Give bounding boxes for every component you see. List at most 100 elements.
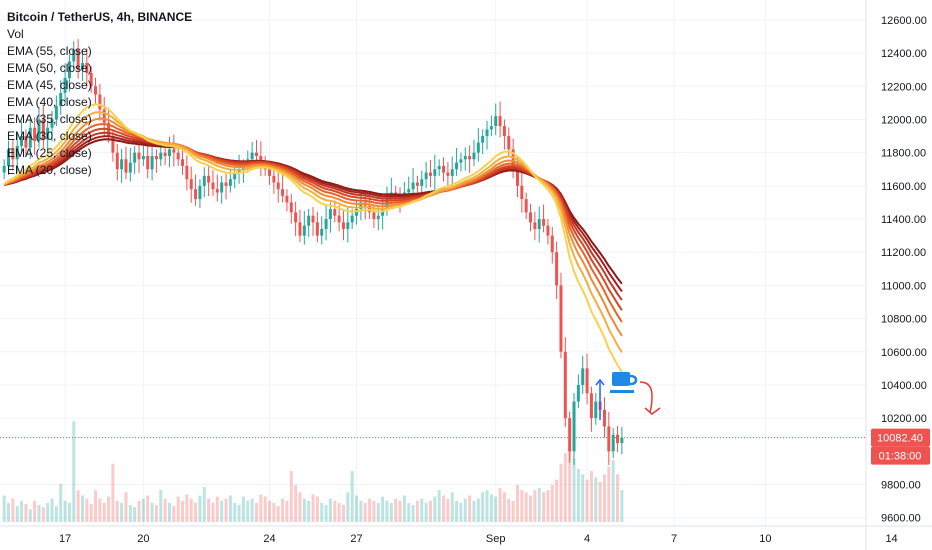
ema-30-line — [3, 117, 623, 337]
volume-bar — [455, 500, 459, 522]
legend-ema-20[interactable]: EMA (20, close) — [7, 163, 92, 177]
last-price-label: 10082.40 — [877, 433, 923, 445]
candle-body — [481, 136, 485, 143]
volume-bar — [372, 500, 376, 522]
legend-ema-40[interactable]: EMA (40, close) — [7, 95, 92, 109]
candle-body — [120, 159, 124, 170]
volume-bar — [602, 474, 606, 522]
volume-bar — [94, 490, 98, 522]
volume-bar — [185, 494, 189, 522]
candle-body — [507, 136, 511, 150]
candle-body — [333, 209, 337, 216]
volume-bar — [442, 495, 446, 522]
candle-body — [289, 202, 293, 213]
candle-body — [320, 228, 324, 236]
volume-bar — [176, 496, 180, 522]
candle-body — [54, 106, 58, 120]
volume-bar — [511, 500, 515, 522]
candle-body — [502, 126, 506, 137]
candle-body — [133, 152, 137, 163]
chart-grid — [0, 0, 893, 526]
price-tick-label: 12400.00 — [881, 48, 927, 60]
volume-bar — [289, 471, 293, 522]
ema-45-line — [3, 131, 623, 301]
price-tick-label: 9600.00 — [881, 513, 921, 525]
volume-bar — [98, 498, 102, 522]
volume-bar — [607, 466, 611, 522]
legend-ema-35[interactable]: EMA (35, close) — [7, 112, 92, 126]
volume-bar — [376, 502, 380, 522]
candle-body — [150, 155, 154, 170]
candle-body — [529, 212, 533, 223]
candle-body — [237, 169, 241, 173]
volume-bar — [489, 494, 493, 522]
volume-bar — [115, 500, 119, 522]
time-tick-label: 10 — [759, 533, 771, 545]
candle-body — [89, 73, 93, 87]
volume-bar — [228, 495, 232, 522]
candle-body — [520, 185, 524, 200]
candle-body — [211, 182, 215, 190]
volume-bar — [298, 492, 302, 522]
volume-bar — [494, 496, 498, 522]
volume-bar — [498, 488, 502, 522]
candle-body — [268, 169, 272, 176]
volume-bar — [72, 421, 76, 522]
volume-bar — [437, 490, 441, 522]
volume-bar — [15, 506, 19, 522]
candle-body — [224, 182, 228, 186]
volume-bar — [546, 490, 550, 522]
volume-bar — [80, 495, 84, 522]
candle-body — [41, 119, 45, 140]
volume-bar — [24, 503, 28, 522]
volume-bar — [133, 507, 137, 522]
volume-bar — [20, 500, 24, 522]
volume-bar — [533, 490, 537, 522]
volume-bar — [11, 498, 15, 522]
time-tick-label: 7 — [671, 533, 677, 545]
candle-body — [446, 172, 450, 176]
volume-bar — [424, 502, 428, 522]
legend-vol[interactable]: Vol — [7, 27, 24, 41]
volume-bar — [33, 500, 37, 522]
ema-ribbon — [3, 103, 623, 373]
volume-bar — [389, 502, 393, 522]
candle-body — [176, 152, 180, 160]
candle-body — [98, 94, 102, 110]
countdown-badge — [871, 446, 930, 465]
volume-bar — [189, 498, 193, 522]
volume-bar — [555, 479, 559, 522]
candle-body — [111, 136, 115, 153]
legend-ema-45[interactable]: EMA (45, close) — [7, 78, 92, 92]
candle-body — [37, 119, 41, 142]
time-tick-label: 4 — [584, 533, 590, 545]
candle-body — [63, 77, 67, 93]
volume-bar — [350, 471, 354, 522]
candle-body — [455, 162, 459, 170]
volume-bar — [585, 479, 589, 522]
candle-body — [215, 189, 219, 193]
candle-body — [11, 149, 15, 160]
volume-bar — [594, 477, 598, 522]
volume-bar — [420, 498, 424, 522]
coffee-cup-icon — [610, 372, 638, 393]
volume-bar — [407, 502, 411, 522]
candle-body — [476, 142, 480, 153]
legend-ema-25[interactable]: EMA (25, close) — [7, 146, 92, 160]
legend-ema-30[interactable]: EMA (30, close) — [7, 129, 92, 143]
legend-ema-50[interactable]: EMA (50, close) — [7, 61, 92, 75]
volume-bar — [128, 505, 132, 522]
volume-bar — [167, 502, 171, 522]
volume-bar — [54, 506, 58, 522]
cup-handle — [629, 374, 638, 386]
candle-body — [276, 182, 280, 190]
price-axis[interactable]: 12600.00 12400.00 12200.00 12000.00 11800.00… — [865, 0, 932, 550]
candle-body — [102, 109, 106, 123]
legend-ema-55[interactable]: EMA (55, close) — [7, 44, 92, 58]
price-tick-label: 12600.00 — [881, 15, 927, 27]
time-axis[interactable]: 17 20 24 27 Sep 4 7 10 14 — [0, 525, 932, 545]
up-arrow-head — [595, 378, 605, 386]
candle-body — [515, 169, 519, 186]
volume-bar — [150, 502, 154, 522]
